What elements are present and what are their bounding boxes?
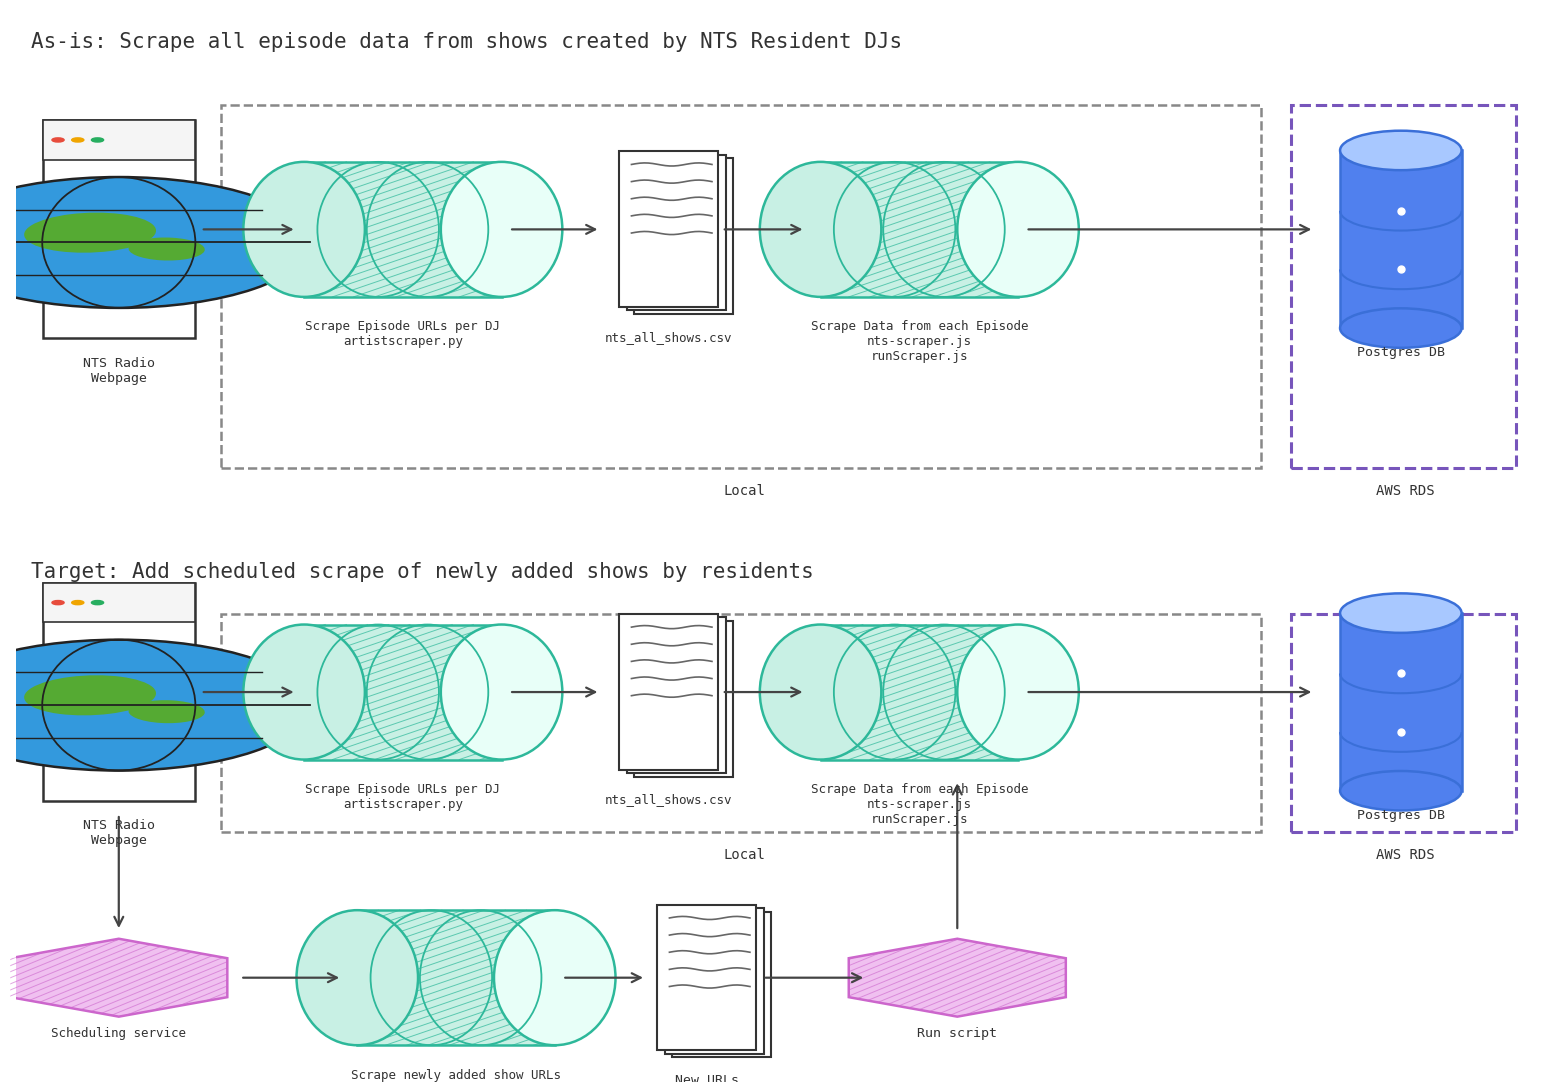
Bar [43,583,195,622]
Bar [665,908,764,1054]
Text: Scrape Data from each Episode
nts-scraper.js
runScraper.js: Scrape Data from each Episode nts-scrape… [811,320,1028,364]
Text: Scrape Data from each Episode
nts-scraper.js
runScraper.js: Scrape Data from each Episode nts-scrape… [811,783,1028,826]
Ellipse shape [129,238,205,261]
Bar [220,615,1262,832]
Ellipse shape [1341,131,1462,170]
Bar [1341,613,1462,791]
Bar [1341,150,1462,328]
Ellipse shape [958,162,1079,296]
Ellipse shape [25,675,157,715]
Circle shape [91,601,104,605]
Ellipse shape [1341,593,1462,633]
Bar [620,151,718,307]
Polygon shape [11,939,228,1017]
Bar [620,615,718,770]
Text: Run script: Run script [918,1027,997,1040]
Bar [1291,105,1516,469]
Bar [304,624,502,760]
Circle shape [71,601,84,605]
Text: Scrape newly added show URLs: Scrape newly added show URLs [350,1069,561,1082]
Ellipse shape [25,213,157,253]
Text: Scrape Episode URLs per DJ
artistscraper.py: Scrape Episode URLs per DJ artistscraper… [305,320,501,348]
Ellipse shape [494,910,615,1045]
Bar [626,155,725,311]
Text: NTS Radio
Webpage: NTS Radio Webpage [82,819,155,847]
Text: Postgres DB: Postgres DB [1356,346,1445,359]
Ellipse shape [440,162,563,296]
Text: NTS Radio
Webpage: NTS Radio Webpage [82,357,155,384]
Ellipse shape [440,624,563,760]
Bar [304,624,502,760]
Circle shape [0,639,310,770]
Bar [820,624,1018,760]
Ellipse shape [243,624,364,760]
Text: nts_all_shows.csv: nts_all_shows.csv [604,331,733,344]
Text: AWS RDS: AWS RDS [1376,848,1435,862]
Text: Target: Add scheduled scrape of newly added shows by residents: Target: Add scheduled scrape of newly ad… [31,563,814,582]
Bar [634,158,733,314]
Ellipse shape [958,624,1079,760]
Ellipse shape [296,910,418,1045]
Circle shape [53,137,64,142]
Text: New URLs: New URLs [674,1073,739,1082]
Ellipse shape [760,162,882,296]
Bar [220,105,1262,469]
Circle shape [53,601,64,605]
Circle shape [71,137,84,142]
Bar [356,910,555,1045]
Bar [626,617,725,773]
Text: Scrape Episode URLs per DJ
artistscraper.py: Scrape Episode URLs per DJ artistscraper… [305,783,501,810]
Bar [820,162,1018,296]
Bar [43,583,195,801]
Ellipse shape [1341,308,1462,347]
Bar [356,910,555,1045]
Bar [820,624,1018,760]
Bar [634,621,733,777]
Ellipse shape [1341,771,1462,810]
Bar [43,120,195,339]
Text: Local: Local [724,848,766,862]
Bar [673,912,772,1057]
Bar [304,162,502,296]
Text: AWS RDS: AWS RDS [1376,484,1435,498]
Text: Local: Local [724,484,766,498]
Circle shape [91,137,104,142]
Text: nts_all_shows.csv: nts_all_shows.csv [604,793,733,806]
Bar [304,162,502,296]
Circle shape [0,177,310,308]
Bar [1291,615,1516,832]
Text: Postgres DB: Postgres DB [1356,809,1445,822]
Ellipse shape [760,624,882,760]
Bar [43,120,195,159]
Text: As-is: Scrape all episode data from shows created by NTS Resident DJs: As-is: Scrape all episode data from show… [31,32,902,52]
Text: Scheduling service: Scheduling service [51,1027,186,1040]
Polygon shape [849,939,1066,1017]
Ellipse shape [243,162,364,296]
Bar [820,162,1018,296]
Ellipse shape [129,700,205,723]
Bar [657,905,756,1051]
